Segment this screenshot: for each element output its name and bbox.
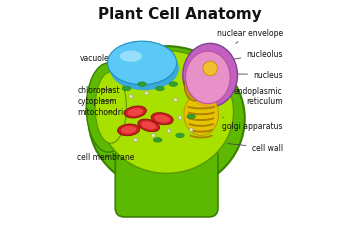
FancyBboxPatch shape xyxy=(115,148,218,217)
Ellipse shape xyxy=(151,113,173,125)
Text: mitochondrion: mitochondrion xyxy=(77,108,133,117)
Ellipse shape xyxy=(154,115,170,123)
Ellipse shape xyxy=(189,128,193,132)
Ellipse shape xyxy=(95,72,126,144)
Text: Plant Cell Anatomy: Plant Cell Anatomy xyxy=(98,7,262,22)
Text: nuclear envelope: nuclear envelope xyxy=(217,29,283,44)
Ellipse shape xyxy=(89,47,245,191)
Text: vacuole: vacuole xyxy=(80,54,119,63)
Ellipse shape xyxy=(110,47,179,91)
Ellipse shape xyxy=(86,64,131,153)
Ellipse shape xyxy=(156,87,164,91)
Ellipse shape xyxy=(141,122,156,130)
Ellipse shape xyxy=(145,92,148,95)
Ellipse shape xyxy=(151,134,155,138)
Text: endoplasmic
reticulum: endoplasmic reticulum xyxy=(223,86,283,106)
Ellipse shape xyxy=(138,119,159,132)
Ellipse shape xyxy=(174,98,177,102)
Ellipse shape xyxy=(138,83,146,87)
Ellipse shape xyxy=(128,108,143,117)
Ellipse shape xyxy=(100,51,234,174)
Text: cytoplasm: cytoplasm xyxy=(77,97,117,106)
Ellipse shape xyxy=(184,72,204,101)
Ellipse shape xyxy=(120,51,142,63)
Ellipse shape xyxy=(169,83,177,87)
Ellipse shape xyxy=(187,115,195,119)
Ellipse shape xyxy=(184,94,219,136)
Text: nucleus: nucleus xyxy=(237,70,283,79)
Text: nucleolus: nucleolus xyxy=(228,50,283,61)
Text: cell wall: cell wall xyxy=(228,144,283,153)
Ellipse shape xyxy=(121,126,136,134)
Ellipse shape xyxy=(117,124,140,136)
Ellipse shape xyxy=(203,62,217,76)
Ellipse shape xyxy=(134,138,137,142)
Ellipse shape xyxy=(167,130,171,133)
Ellipse shape xyxy=(178,116,182,120)
Text: golgi apparatus: golgi apparatus xyxy=(222,118,283,130)
Text: cell membrane: cell membrane xyxy=(77,153,135,161)
Ellipse shape xyxy=(153,138,162,142)
Ellipse shape xyxy=(122,87,131,91)
Ellipse shape xyxy=(183,44,238,108)
Ellipse shape xyxy=(129,95,133,99)
Ellipse shape xyxy=(124,106,147,119)
Ellipse shape xyxy=(107,42,177,85)
Text: chloroplast: chloroplast xyxy=(77,86,120,95)
Ellipse shape xyxy=(176,134,184,138)
Ellipse shape xyxy=(186,52,230,104)
